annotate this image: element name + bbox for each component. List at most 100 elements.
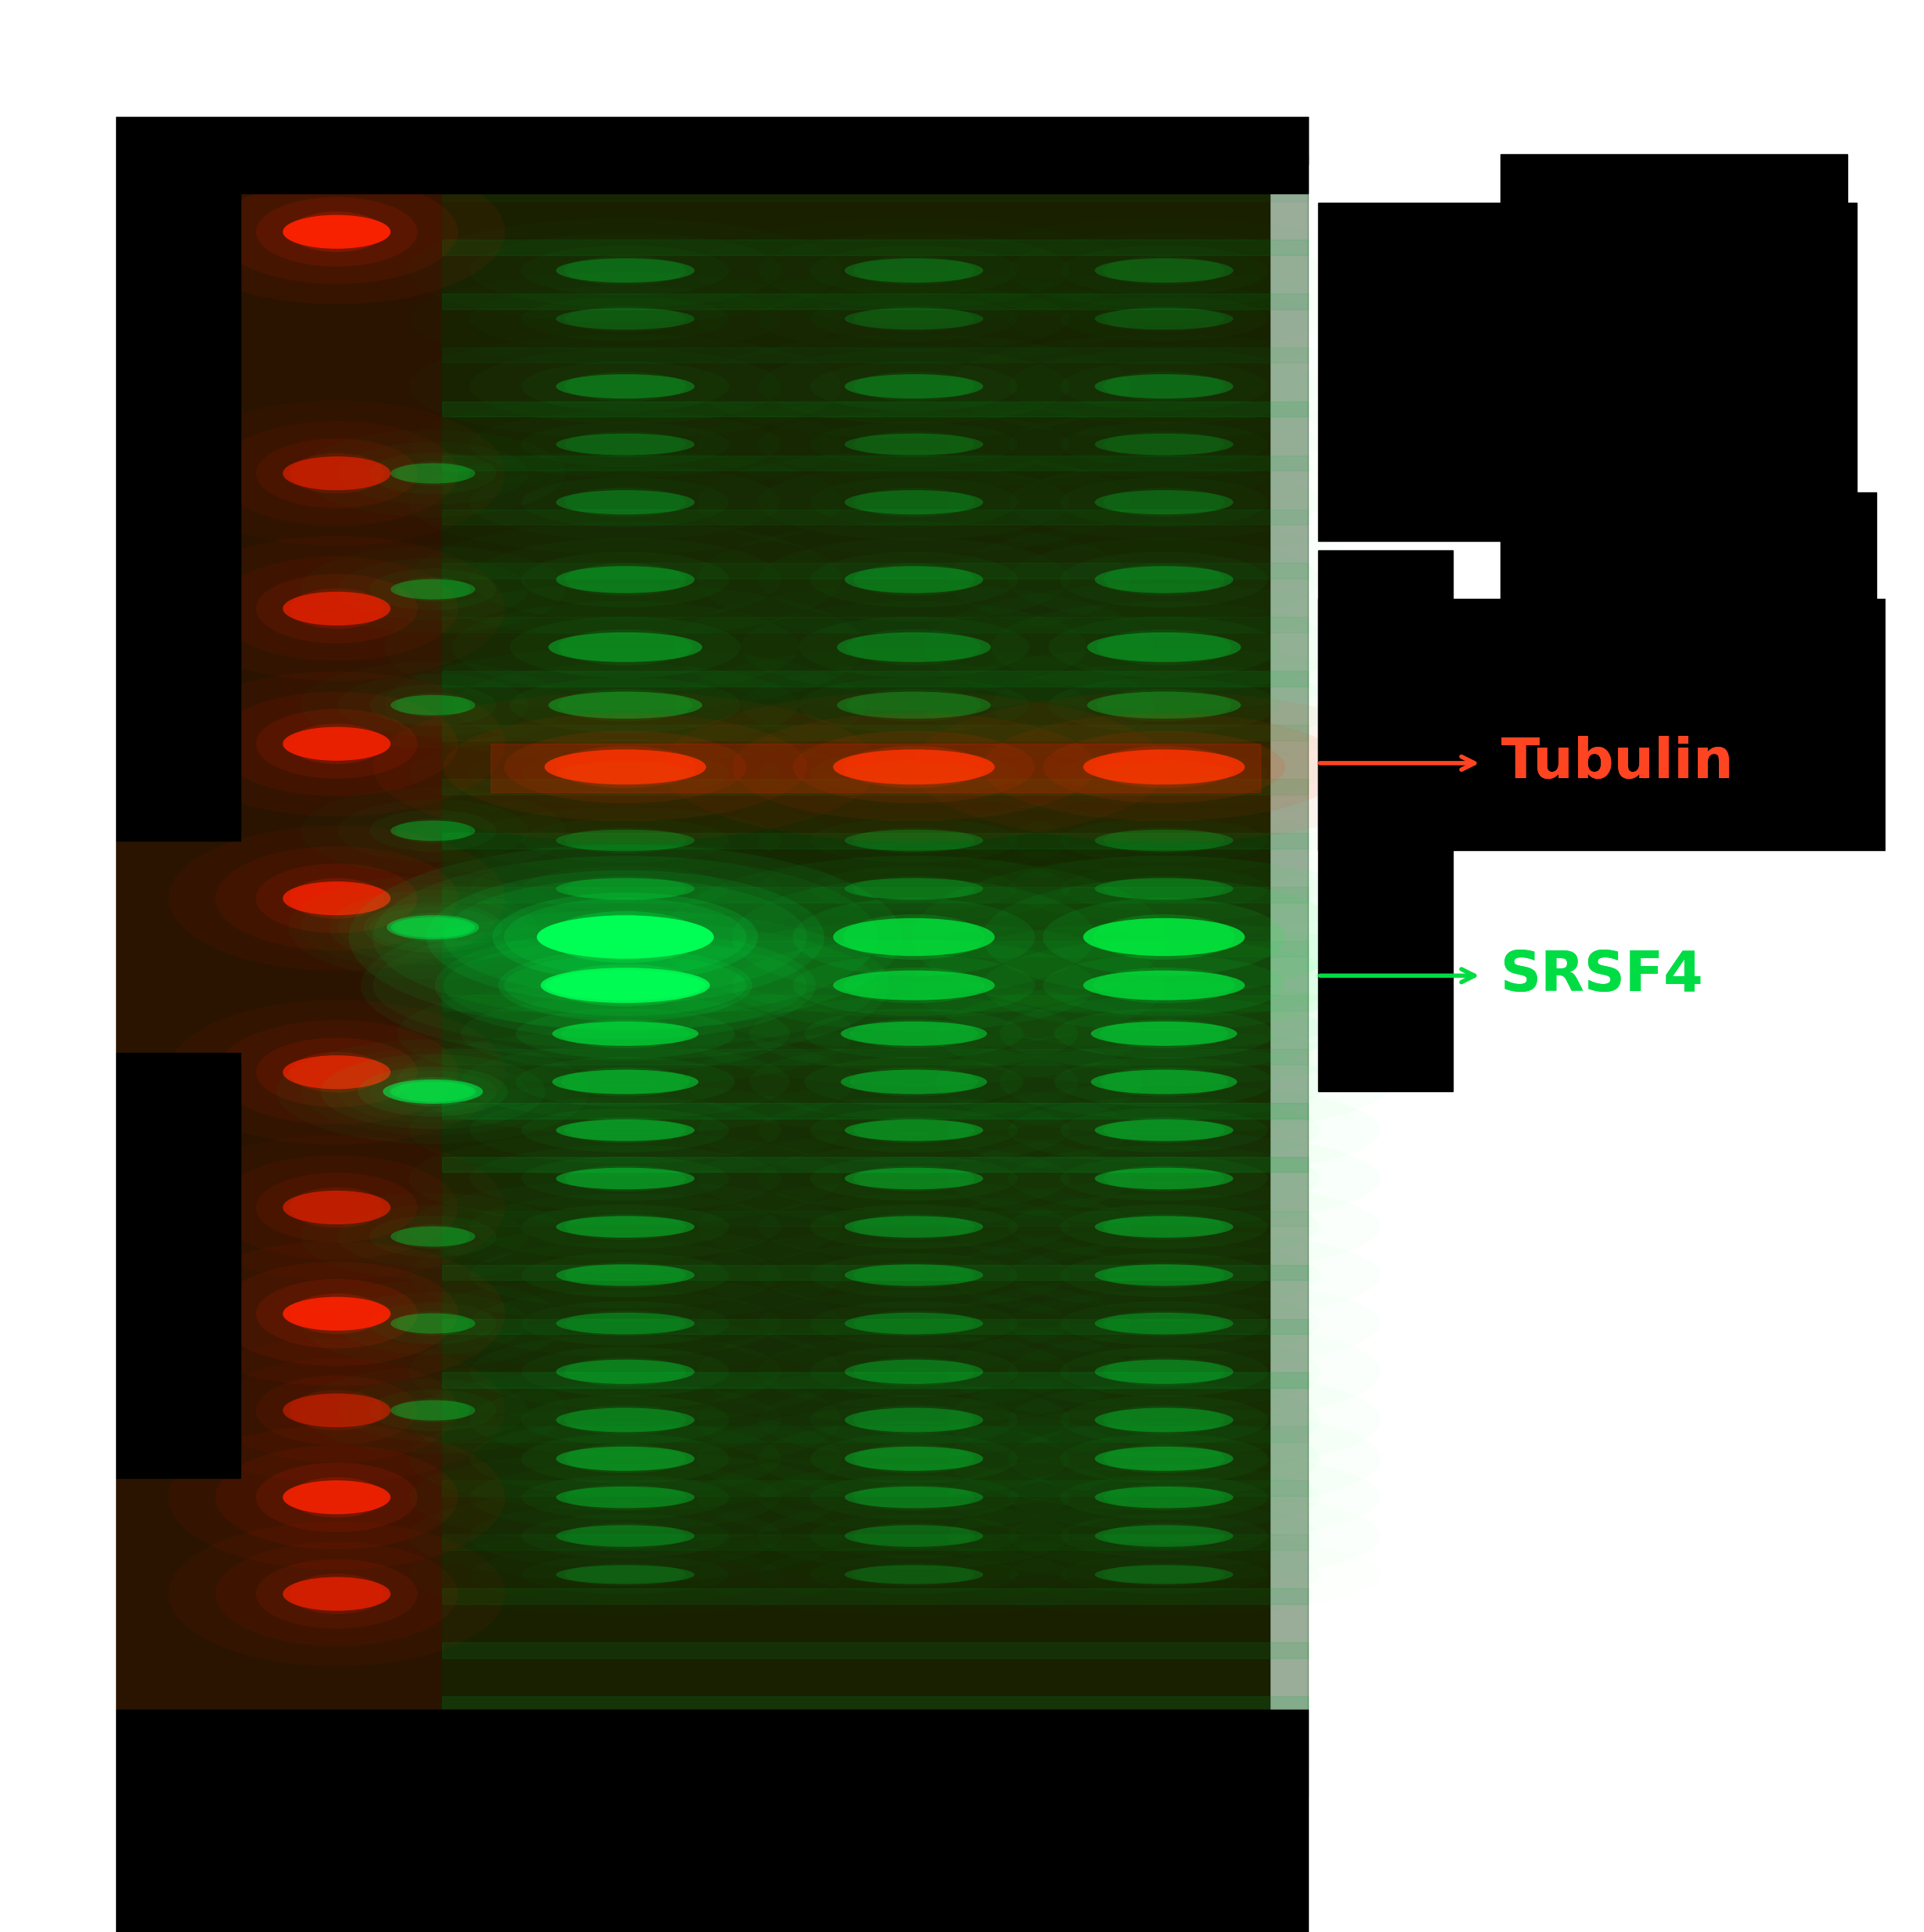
Ellipse shape bbox=[283, 214, 391, 249]
Ellipse shape bbox=[396, 1312, 469, 1335]
Ellipse shape bbox=[215, 692, 458, 796]
Ellipse shape bbox=[283, 726, 391, 761]
Ellipse shape bbox=[215, 1262, 458, 1366]
Ellipse shape bbox=[793, 954, 1035, 1016]
Ellipse shape bbox=[289, 211, 383, 253]
Ellipse shape bbox=[256, 1173, 418, 1242]
Ellipse shape bbox=[396, 1080, 469, 1103]
Ellipse shape bbox=[1093, 914, 1235, 960]
Ellipse shape bbox=[564, 487, 685, 518]
Ellipse shape bbox=[1101, 1066, 1228, 1097]
Ellipse shape bbox=[552, 1070, 698, 1094]
Ellipse shape bbox=[845, 375, 983, 398]
Ellipse shape bbox=[556, 761, 695, 784]
Ellipse shape bbox=[283, 1480, 391, 1515]
Ellipse shape bbox=[1043, 898, 1285, 976]
Ellipse shape bbox=[167, 158, 504, 305]
Ellipse shape bbox=[1095, 566, 1233, 593]
Ellipse shape bbox=[558, 630, 693, 665]
Bar bbox=[443, 155, 1308, 1797]
Ellipse shape bbox=[215, 421, 458, 526]
Ellipse shape bbox=[854, 1310, 974, 1337]
Ellipse shape bbox=[912, 692, 1416, 842]
Ellipse shape bbox=[556, 1215, 695, 1238]
Ellipse shape bbox=[1093, 968, 1235, 1003]
Ellipse shape bbox=[1054, 1057, 1274, 1107]
Bar bbox=[1501, 155, 1847, 406]
Ellipse shape bbox=[215, 846, 458, 951]
Bar bbox=[443, 724, 1308, 740]
Ellipse shape bbox=[493, 893, 758, 981]
Ellipse shape bbox=[1095, 761, 1233, 784]
Ellipse shape bbox=[556, 1167, 695, 1190]
Ellipse shape bbox=[1091, 1022, 1237, 1045]
Ellipse shape bbox=[358, 1066, 508, 1117]
Ellipse shape bbox=[556, 1565, 695, 1584]
Ellipse shape bbox=[283, 881, 391, 916]
Ellipse shape bbox=[544, 918, 706, 956]
Bar bbox=[443, 1588, 1308, 1604]
Ellipse shape bbox=[556, 1447, 695, 1470]
Ellipse shape bbox=[564, 371, 685, 402]
Ellipse shape bbox=[1095, 829, 1233, 852]
Ellipse shape bbox=[373, 692, 877, 842]
Ellipse shape bbox=[556, 433, 695, 456]
Ellipse shape bbox=[256, 709, 418, 779]
Bar bbox=[491, 744, 1260, 792]
Ellipse shape bbox=[556, 1312, 695, 1335]
Ellipse shape bbox=[556, 1264, 695, 1287]
Ellipse shape bbox=[167, 672, 504, 815]
Bar bbox=[115, 184, 240, 840]
Ellipse shape bbox=[845, 1119, 983, 1142]
Ellipse shape bbox=[391, 1227, 475, 1246]
Ellipse shape bbox=[845, 307, 983, 330]
Bar bbox=[1501, 493, 1876, 686]
Ellipse shape bbox=[845, 259, 983, 282]
Ellipse shape bbox=[364, 902, 502, 952]
Ellipse shape bbox=[215, 1020, 458, 1124]
Ellipse shape bbox=[391, 1401, 475, 1420]
Bar bbox=[443, 616, 1308, 632]
Ellipse shape bbox=[1101, 1018, 1228, 1049]
Ellipse shape bbox=[562, 1018, 689, 1049]
Ellipse shape bbox=[391, 918, 475, 937]
Ellipse shape bbox=[731, 879, 1095, 995]
Ellipse shape bbox=[504, 730, 747, 804]
Ellipse shape bbox=[847, 630, 981, 665]
Ellipse shape bbox=[843, 968, 985, 1003]
Ellipse shape bbox=[847, 690, 981, 721]
Ellipse shape bbox=[283, 1055, 391, 1090]
Bar bbox=[443, 833, 1308, 848]
Ellipse shape bbox=[564, 1522, 685, 1549]
Bar bbox=[115, 58, 1308, 193]
Ellipse shape bbox=[435, 931, 816, 1039]
Ellipse shape bbox=[1104, 1522, 1224, 1549]
Ellipse shape bbox=[850, 1018, 977, 1049]
Ellipse shape bbox=[1095, 307, 1233, 330]
Ellipse shape bbox=[854, 1165, 974, 1192]
Ellipse shape bbox=[1104, 1165, 1224, 1192]
Bar bbox=[443, 510, 1308, 526]
Ellipse shape bbox=[554, 746, 696, 788]
Ellipse shape bbox=[396, 1399, 469, 1422]
Ellipse shape bbox=[396, 916, 469, 939]
Ellipse shape bbox=[833, 750, 995, 784]
Ellipse shape bbox=[854, 1213, 974, 1240]
Ellipse shape bbox=[845, 491, 983, 514]
Ellipse shape bbox=[556, 1408, 695, 1432]
Ellipse shape bbox=[215, 180, 458, 284]
Ellipse shape bbox=[564, 1443, 685, 1474]
Ellipse shape bbox=[1083, 750, 1245, 784]
Ellipse shape bbox=[1097, 630, 1231, 665]
Ellipse shape bbox=[1095, 1167, 1233, 1190]
Ellipse shape bbox=[289, 724, 383, 765]
Bar bbox=[443, 185, 1308, 201]
Ellipse shape bbox=[362, 910, 889, 1061]
Ellipse shape bbox=[1095, 1565, 1233, 1584]
Ellipse shape bbox=[1095, 1447, 1233, 1470]
Ellipse shape bbox=[1087, 632, 1241, 663]
Ellipse shape bbox=[283, 456, 391, 491]
Ellipse shape bbox=[1104, 564, 1224, 595]
Ellipse shape bbox=[289, 1294, 383, 1333]
Bar bbox=[443, 1049, 1308, 1065]
